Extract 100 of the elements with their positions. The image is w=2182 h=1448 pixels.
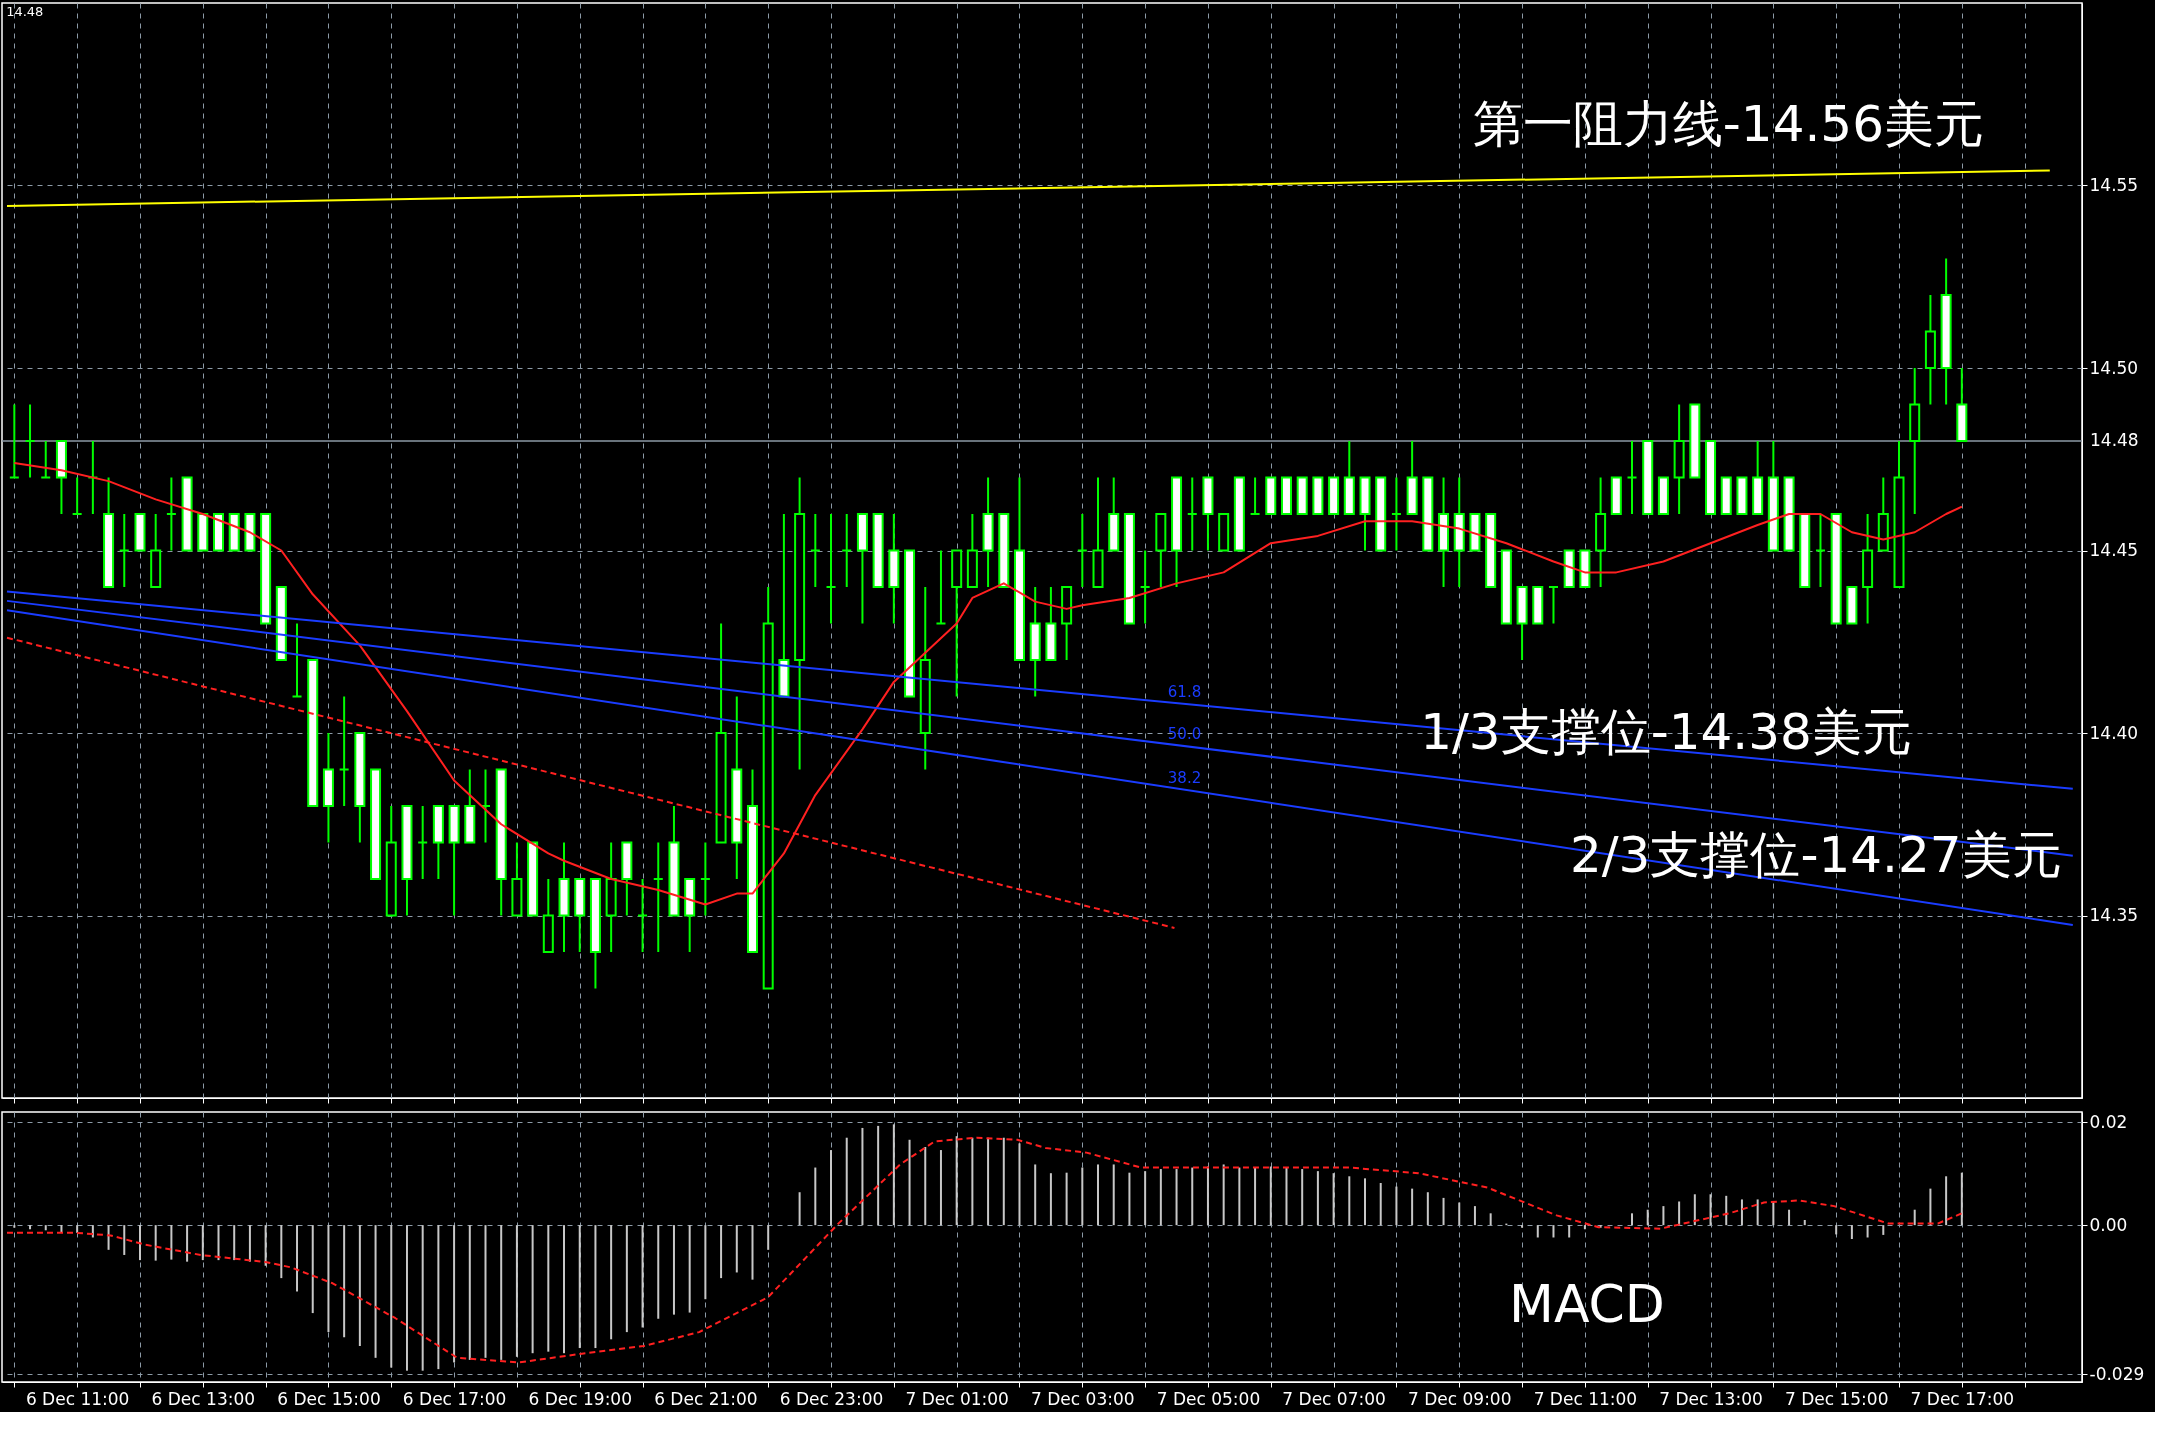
bar: [830, 1150, 833, 1226]
bar: [264, 1225, 267, 1266]
bar: [547, 1225, 550, 1352]
bar: [610, 1225, 613, 1340]
bar: [1788, 1209, 1791, 1226]
bar: [13, 1225, 16, 1228]
x-tick-label: 7 Dec 09:00: [1407, 1388, 1512, 1409]
bar: [1489, 1213, 1492, 1226]
bar: [1646, 1209, 1649, 1226]
bar: [1442, 1197, 1445, 1226]
bar: [1332, 1173, 1335, 1226]
bar: [563, 1225, 566, 1354]
bar: [1631, 1213, 1634, 1226]
y-tick-label: -0.029: [2089, 1363, 2145, 1384]
bar: [531, 1225, 534, 1354]
bar: [908, 1139, 911, 1226]
bar: [1835, 1225, 1838, 1235]
x-tick-label: 7 Dec 13:00: [1659, 1388, 1763, 1409]
bar: [1316, 1171, 1319, 1226]
bar: [358, 1225, 361, 1346]
bar: [1536, 1225, 1539, 1238]
y-tick-label: 0.00: [2089, 1214, 2128, 1235]
bar: [1599, 1225, 1602, 1228]
bar: [123, 1225, 126, 1255]
bar: [1065, 1172, 1068, 1226]
bar: [1285, 1167, 1288, 1226]
bar: [405, 1225, 408, 1371]
annotation: MACD: [1509, 1274, 1665, 1335]
bar: [641, 1225, 644, 1328]
bar: [453, 1225, 456, 1363]
bar: [1254, 1167, 1257, 1226]
bar: [845, 1137, 848, 1226]
bar: [1521, 1225, 1524, 1228]
bar: [971, 1137, 974, 1226]
x-tick-label: 7 Dec 01:00: [905, 1388, 1009, 1409]
bar: [138, 1225, 141, 1261]
x-tick-label: 6 Dec 19:00: [528, 1388, 632, 1409]
bar: [1002, 1137, 1005, 1226]
bar: [44, 1225, 47, 1231]
bar: [280, 1225, 283, 1279]
bar: [1678, 1201, 1681, 1226]
bar: [468, 1225, 471, 1360]
bar: [939, 1150, 942, 1226]
bar: [29, 1225, 32, 1230]
bar: [1960, 1172, 1963, 1226]
bar: [343, 1225, 346, 1338]
bar: [1081, 1167, 1084, 1226]
bar: [1740, 1199, 1743, 1226]
bar: [1945, 1176, 1948, 1226]
x-tick-label: 6 Dec 13:00: [151, 1388, 256, 1409]
x-tick-label: 7 Dec 11:00: [1533, 1388, 1638, 1409]
bar: [657, 1225, 660, 1319]
bar: [1222, 1164, 1225, 1226]
bar: [327, 1225, 330, 1333]
bar: [1128, 1172, 1131, 1226]
series-label: 38.2: [1167, 768, 1202, 787]
bar: [1583, 1225, 1586, 1230]
bar: [515, 1225, 518, 1357]
bar: [1018, 1143, 1021, 1226]
bar: [1568, 1225, 1571, 1238]
bar: [987, 1137, 990, 1226]
bar: [217, 1225, 220, 1261]
bar: [296, 1225, 299, 1292]
bar: [374, 1225, 377, 1358]
y-tick-label: 14.55: [2089, 175, 2139, 195]
bar: [798, 1192, 801, 1226]
bar: [924, 1146, 927, 1226]
bar: [1034, 1164, 1037, 1226]
x-tick-label: 7 Dec 03:00: [1031, 1388, 1135, 1409]
bar: [625, 1225, 628, 1333]
bar: [892, 1124, 895, 1226]
x-tick-label: 6 Dec 23:00: [779, 1388, 884, 1409]
y-tick-label: 0.02: [2089, 1111, 2128, 1132]
x-tick-label: 6 Dec 21:00: [654, 1388, 758, 1409]
bar: [1850, 1225, 1853, 1240]
bar: [720, 1225, 723, 1279]
bar: [1772, 1201, 1775, 1226]
bar: [1395, 1186, 1398, 1226]
bar: [500, 1225, 503, 1360]
bar: [1929, 1188, 1932, 1226]
bar: [1725, 1195, 1728, 1226]
series-label: 61.8: [1167, 682, 1202, 701]
bar: [1866, 1225, 1869, 1238]
y-tick-label: 14.35: [2089, 905, 2139, 925]
x-tick-label: 7 Dec 15:00: [1784, 1388, 1889, 1409]
bar: [484, 1225, 487, 1358]
x-tick-label: 6 Dec 15:00: [277, 1388, 381, 1409]
bar: [1458, 1202, 1461, 1226]
bar: [1159, 1169, 1162, 1226]
bar: [1426, 1192, 1429, 1226]
bar: [751, 1225, 754, 1280]
bar: [1693, 1194, 1696, 1226]
x-tick-label: 6 Dec 11:00: [25, 1388, 130, 1409]
y-tick-label: 14.40: [2089, 722, 2139, 743]
series-label: 50.0: [1167, 725, 1202, 744]
bar: [767, 1225, 770, 1250]
bar: [1112, 1164, 1115, 1226]
bar: [311, 1225, 314, 1314]
bar: [1206, 1166, 1209, 1226]
bar: [672, 1225, 675, 1315]
